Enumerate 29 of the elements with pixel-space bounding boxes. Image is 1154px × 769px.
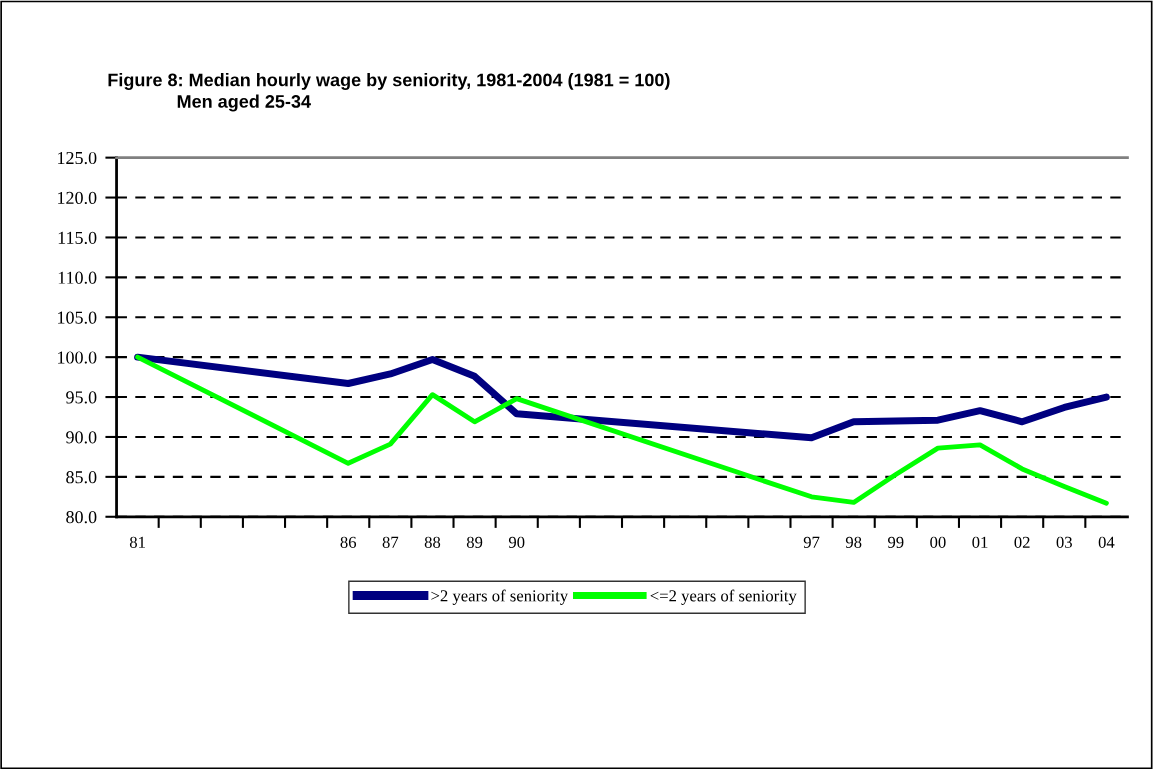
y-tick-label: 105.0 bbox=[58, 311, 97, 324]
y-tick-label: 85.0 bbox=[66, 471, 97, 484]
y-tick-label: 95.0 bbox=[66, 391, 97, 404]
y-tick-label: 115.0 bbox=[58, 231, 97, 244]
x-tick-label: 03 bbox=[1056, 536, 1072, 548]
x-tick-label: 89 bbox=[466, 536, 483, 548]
chart-title: Figure 8: Median hourly wage by seniority, 1981-2004 (1981 = 100) bbox=[108, 73, 670, 90]
x-tick-label: 97 bbox=[803, 536, 820, 548]
y-tick-label: 80.0 bbox=[66, 511, 97, 524]
y-tick-label: 110.0 bbox=[58, 271, 97, 284]
x-tick-label: 87 bbox=[382, 536, 399, 548]
x-tick-label: 88 bbox=[424, 536, 441, 548]
y-tick-label: 90.0 bbox=[66, 431, 97, 444]
legend-label: >2 years of seniority bbox=[431, 589, 569, 605]
x-tick-label: 00 bbox=[930, 536, 946, 548]
chart-subtitle: Men aged 25-34 bbox=[177, 94, 311, 112]
x-tick-label: 90 bbox=[508, 536, 525, 548]
x-tick-label: 81 bbox=[129, 536, 145, 548]
x-tick-label: 99 bbox=[888, 536, 904, 548]
x-tick-label: 01 bbox=[972, 536, 988, 548]
y-tick-label: 125.0 bbox=[58, 151, 97, 165]
y-tick-label: 100.0 bbox=[58, 351, 97, 364]
legend-label: <=2 years of seniority bbox=[650, 589, 797, 605]
line-series bbox=[135, 354, 1109, 506]
x-tick-label: 86 bbox=[340, 536, 357, 548]
x-tick-label: 04 bbox=[1098, 536, 1115, 548]
x-tick-label: 98 bbox=[845, 536, 862, 548]
x-tick-label: 02 bbox=[1014, 536, 1030, 548]
y-tick-label: 120.0 bbox=[58, 191, 97, 205]
